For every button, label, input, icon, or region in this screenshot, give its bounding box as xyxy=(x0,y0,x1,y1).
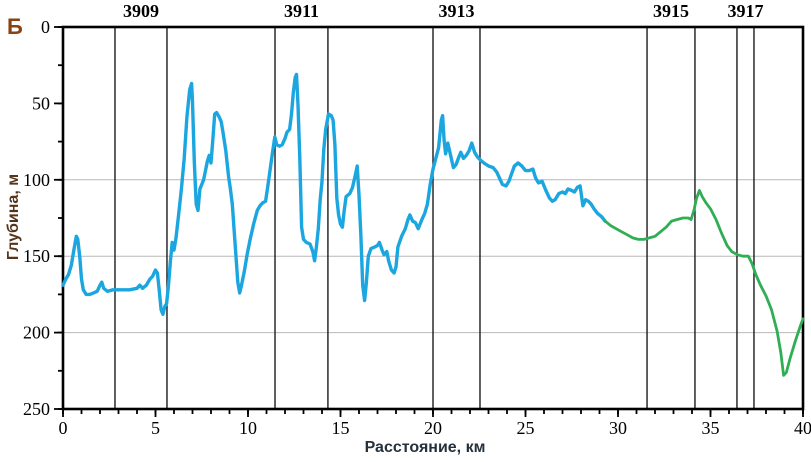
y-axis-title: Глубина, м xyxy=(5,173,22,261)
x-tick-label-5: 5 xyxy=(151,418,160,438)
x-tick-label-25: 25 xyxy=(517,418,535,438)
x-tick-label-0: 0 xyxy=(59,418,68,438)
y-tick-label-200: 200 xyxy=(23,323,50,343)
x-axis-title: Расстояние, км xyxy=(364,439,486,456)
y-tick-label-100: 100 xyxy=(23,170,50,190)
section-label-3913: 3913 xyxy=(438,1,474,21)
x-tick-label-15: 15 xyxy=(332,418,350,438)
y-tick-label-0: 0 xyxy=(41,17,50,37)
x-tick-label-40: 40 xyxy=(794,418,811,438)
y-tick-label-50: 50 xyxy=(32,93,50,113)
x-tick-label-10: 10 xyxy=(239,418,257,438)
series-depth-profile-extension xyxy=(603,189,805,377)
x-tick-label-20: 20 xyxy=(424,418,442,438)
y-tick-label-150: 150 xyxy=(23,246,50,266)
section-label-3915: 3915 xyxy=(653,1,689,21)
x-tick-label-30: 30 xyxy=(609,418,627,438)
section-label-3917: 3917 xyxy=(727,1,763,21)
panel-letter-label: Б xyxy=(7,14,23,39)
section-label-3911: 3911 xyxy=(284,1,319,21)
series-depth-profile-measured xyxy=(61,72,607,316)
section-label-3909: 3909 xyxy=(123,1,159,21)
plot-frame xyxy=(61,25,805,411)
y-tick-label-250: 250 xyxy=(23,399,50,419)
x-tick-label-35: 35 xyxy=(702,418,720,438)
